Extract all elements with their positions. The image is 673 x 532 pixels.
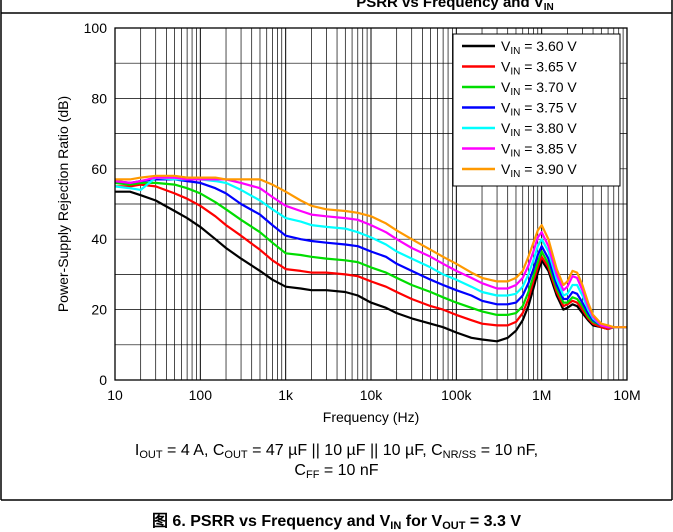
x-tick-label: 10	[107, 387, 123, 403]
legend-label: VIN = 3.65 V	[501, 59, 577, 78]
conditions-line-1-part: OUT	[224, 449, 248, 461]
conditions-line-2-part: FF	[305, 469, 320, 481]
conditions-line-2-part: C	[294, 462, 306, 479]
legend-label: VIN = 3.80 V	[501, 120, 577, 139]
plot-area-border	[114, 27, 628, 381]
y-tick-label: 60	[91, 161, 107, 177]
series-lines	[114, 174, 627, 343]
conditions-line-1-part: I	[134, 442, 140, 459]
legend-label: VIN = 3.60 V	[501, 38, 577, 57]
y-tick-label: 80	[91, 90, 107, 106]
test-conditions-line-1: IOUT = 4 A, COUT = 47 µF || 10 µF || 10 …	[0, 442, 673, 461]
x-axis-label: Frequency (Hz)	[323, 409, 419, 425]
y-tick-label: 0	[99, 372, 107, 388]
series-line-4	[114, 178, 627, 329]
caption-part: 图 6. PSRR vs Frequency and V	[151, 513, 391, 530]
x-tick-label: 100	[189, 387, 213, 403]
series-line-1	[115, 190, 627, 343]
legend-label: VIN = 3.75 V	[501, 100, 577, 119]
conditions-line-1-part: NR/SS	[442, 449, 477, 461]
x-tick-label: 1k	[278, 387, 294, 403]
y-axis-label: Power-Supply Rejection Ratio (dB)	[55, 96, 71, 312]
legend-label: VIN = 3.85 V	[501, 141, 577, 160]
test-conditions-line-2: CFF = 10 nF	[0, 462, 673, 481]
y-tick-label: 20	[91, 302, 107, 318]
caption-part: IN	[390, 520, 402, 532]
conditions-line-2-part: = 10 nF	[319, 462, 379, 479]
conditions-line-1-part: OUT	[139, 449, 163, 461]
y-tick-label: 40	[91, 231, 107, 247]
x-tick-label: 100k	[441, 387, 472, 403]
legend-box	[452, 33, 621, 187]
series-line-3	[114, 181, 627, 329]
legend-label: VIN = 3.90 V	[501, 161, 577, 180]
caption-part: = 3.3 V	[465, 513, 522, 530]
conditions-line-1-part: = 4 A, C	[162, 442, 225, 459]
series-line-7	[115, 174, 627, 329]
y-tick-label: 100	[84, 20, 108, 36]
legend-label: VIN = 3.70 V	[501, 79, 577, 98]
x-tick-label: 10M	[613, 387, 640, 403]
series-line-5	[114, 176, 627, 329]
tick-labels: 10 100 1k 10k 100k 1M 10M 0 20 40 60 80 100	[84, 20, 641, 403]
figure-caption: 图 6. PSRR vs Frequency and VIN for VOUT …	[0, 507, 673, 532]
chart-header-title: PSRR vs Frequency and VIN	[356, 0, 554, 13]
conditions-line-1-part: = 10 nF,	[476, 442, 539, 459]
series-line-2	[115, 183, 627, 331]
conditions-line-1-part: = 47 µF || 10 µF || 10 µF, C	[247, 442, 443, 459]
x-tick-label: 10k	[360, 387, 384, 403]
caption-part: OUT	[442, 520, 466, 532]
caption-part: for V	[401, 513, 443, 530]
x-tick-label: 1M	[532, 387, 551, 403]
